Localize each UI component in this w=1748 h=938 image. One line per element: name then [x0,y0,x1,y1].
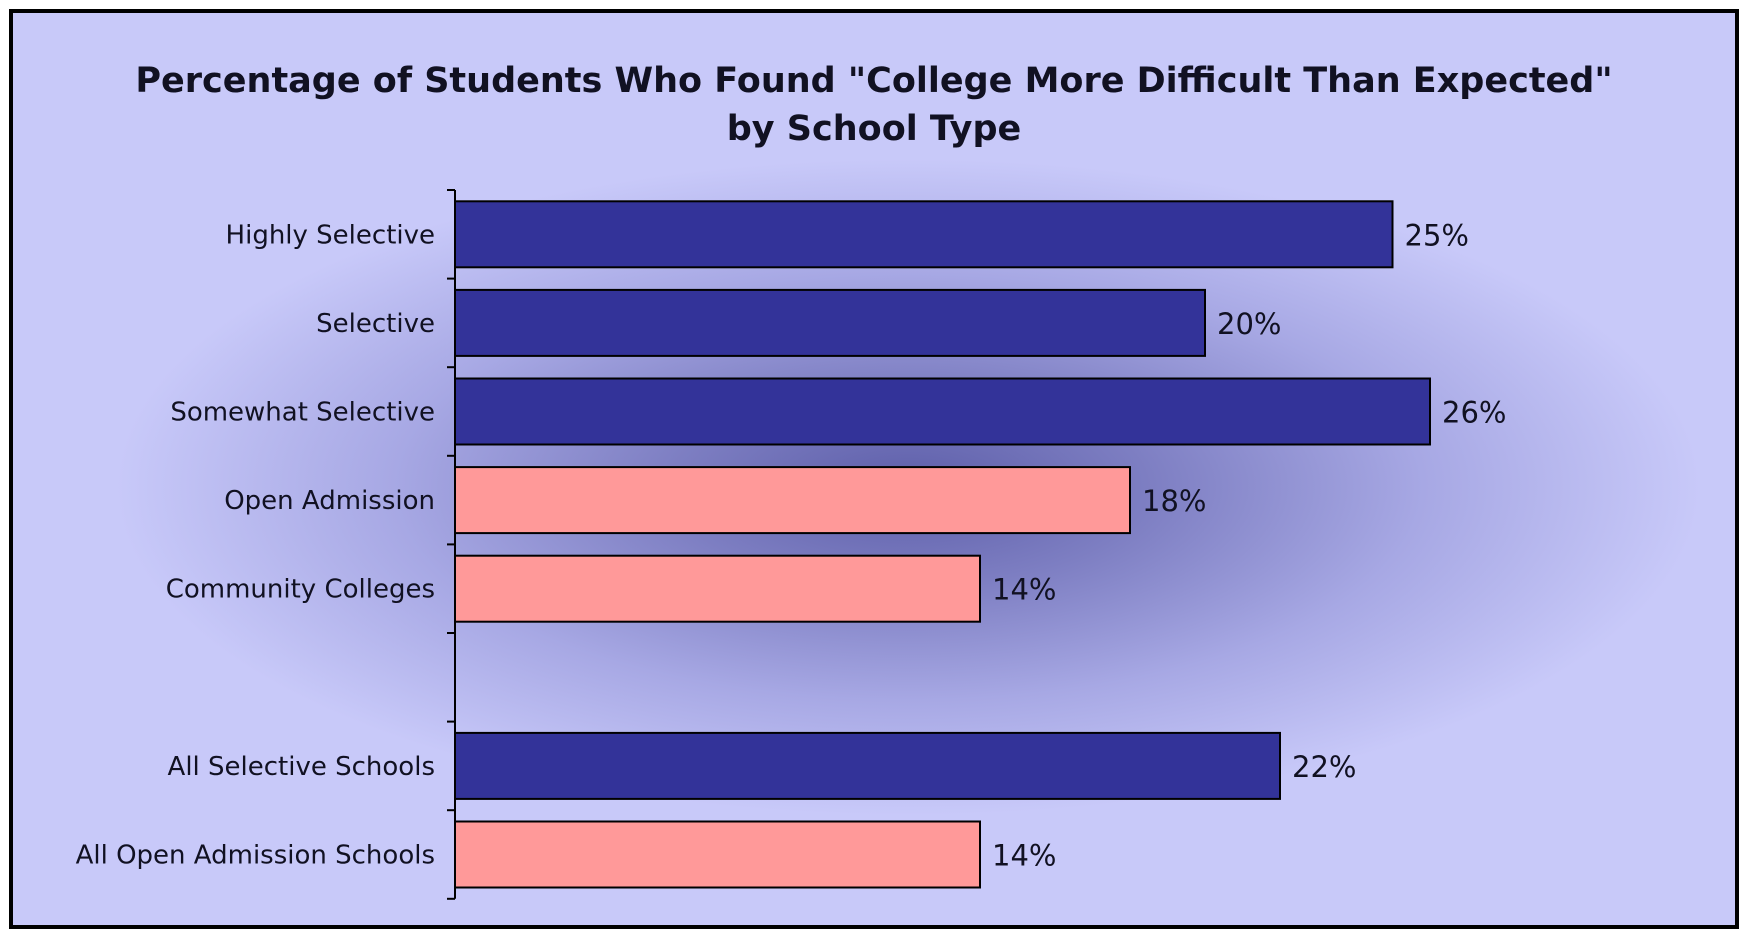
category-label: Selective [316,309,435,339]
bar [454,200,1394,269]
chart-title-line: Percentage of Students Who Found "Colleg… [135,61,1613,101]
data-label: 14% [992,839,1056,873]
bar [454,554,981,623]
data-label: 20% [1217,307,1281,341]
data-label: 26% [1442,396,1506,430]
data-label: 14% [992,573,1056,607]
category-label: All Selective Schools [168,752,435,782]
chart-frame: Percentage of Students Who Found "Colleg… [9,9,1739,929]
chart-subtitle-line: by School Type [726,109,1022,149]
data-label: 18% [1142,484,1206,518]
bar [454,466,1131,535]
category-label: Community Colleges [166,575,435,605]
data-label: 22% [1292,750,1356,784]
data-label: 25% [1405,218,1469,252]
bar [454,820,981,889]
bar [454,288,1206,357]
bar [454,377,1431,446]
category-label: Somewhat Selective [170,398,435,428]
chart-title: Percentage of Students Who Found "Colleg… [13,57,1735,153]
bar-chart: Highly Selective 25% Selective 20% Somewhat … [76,189,1506,900]
bar [454,731,1281,800]
category-label: Highly Selective [226,220,435,250]
category-label: Open Admission [224,486,435,516]
category-label: All Open Admission Schools [76,841,435,871]
